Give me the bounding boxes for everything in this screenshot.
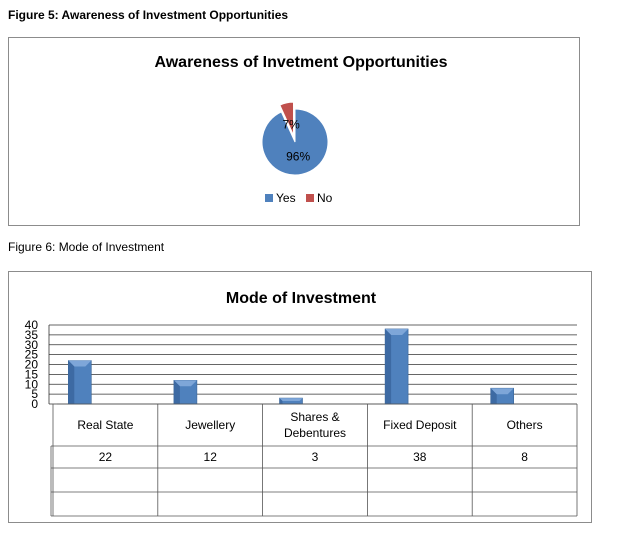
figure6-caption: Figure 6: Mode of Investment: [8, 240, 165, 254]
pie-chart-frame: Awareness of Invetment Opportunities 96%…: [8, 37, 580, 226]
legend-label-yes: Yes: [276, 191, 296, 205]
pie-chart-title: Awareness of Invetment Opportunities: [154, 54, 447, 71]
legend-swatch-no: [306, 194, 314, 202]
y-tick-label: 15: [25, 367, 39, 381]
figure5-caption: Figure 5: Awareness of Investment Opport…: [8, 8, 289, 22]
pie-chart: Awareness of Invetment Opportunities 96%…: [154, 54, 447, 205]
x-category-label: Real State: [77, 418, 133, 432]
bar-top-face: [68, 360, 92, 367]
x-category-label: Debentures: [284, 426, 346, 440]
y-tick-label: 40: [25, 318, 39, 332]
pie-slice-yes: [261, 108, 329, 176]
bar-1: [67, 360, 92, 405]
bar-top-face: [490, 388, 514, 395]
bar-chart-title: Mode of Investment: [226, 290, 377, 307]
bar-5: [490, 387, 515, 405]
x-category-label: Jewellery: [185, 418, 235, 432]
bar-top-face: [173, 380, 197, 387]
pie-slice-no: [279, 101, 295, 136]
y-tick-label: 35: [25, 328, 39, 342]
bar-side-face: [490, 388, 497, 404]
bar-side-face: [279, 398, 283, 404]
bar-top-face: [279, 398, 303, 402]
legend-swatch-yes: [265, 194, 273, 202]
table-value-cell: 3: [312, 450, 319, 464]
y-tick-label: 10: [25, 377, 39, 391]
pie-data-label: 7%: [282, 117, 300, 131]
x-category-label: Others: [507, 418, 543, 432]
bar-top-face: [385, 328, 409, 335]
bar-3: [279, 397, 303, 405]
table-value-cell: 12: [204, 450, 218, 464]
y-tick-label: 0: [31, 397, 38, 411]
bar-4: [384, 328, 409, 405]
table-value-cell: 38: [413, 450, 427, 464]
x-category-label: Fixed Deposit: [383, 418, 457, 432]
y-tick-label: 20: [25, 358, 39, 372]
legend-label-no: No: [317, 191, 333, 205]
table-value-cell: 8: [521, 450, 528, 464]
bar-side-face: [68, 360, 75, 404]
bar-2: [173, 380, 198, 405]
table-value-cell: 22: [99, 450, 113, 464]
bar-chart-frame: Mode of Investment 0 5 10 15 20 25 30 35 40 Real…: [8, 271, 592, 523]
y-tick-label: 25: [25, 348, 39, 362]
x-category-label: Shares &: [290, 410, 339, 424]
bar-side-face: [385, 328, 392, 404]
bar-side-face: [173, 380, 180, 404]
y-tick-label: 5: [31, 387, 38, 401]
y-tick-label: 30: [25, 338, 39, 352]
pie-data-label: 96%: [286, 150, 310, 164]
